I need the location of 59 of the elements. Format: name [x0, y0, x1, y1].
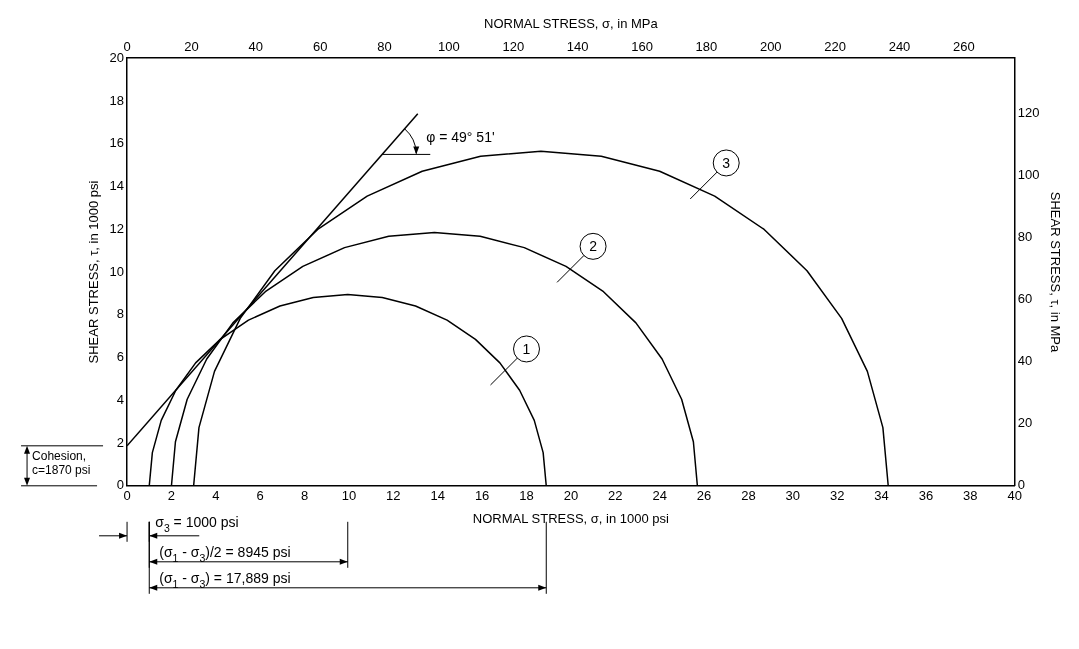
y-tick-label: 8: [116, 306, 125, 322]
y-tick-label: 10: [109, 263, 125, 279]
x-tick-label: 34: [874, 488, 889, 504]
annotation: 1: [522, 340, 531, 357]
x2-tick-label: 20: [184, 38, 199, 54]
y-axis-title: SHEAR STRESS, τ, in 1000 psi: [86, 180, 102, 364]
y2-tick-label: 120: [1017, 105, 1040, 121]
y2-tick-label: 60: [1017, 291, 1033, 307]
x-tick-label: 18: [519, 488, 534, 504]
y-tick-label: 2: [116, 434, 125, 450]
y2-tick-label: 100: [1017, 167, 1040, 183]
y-tick-label: 6: [116, 349, 125, 365]
x-tick-label: 8: [300, 488, 309, 504]
x-tick-label: 22: [608, 488, 623, 504]
y2-tick-label: 20: [1017, 415, 1033, 431]
x2-tick-label: 200: [759, 38, 782, 54]
x-tick-label: 12: [386, 488, 401, 504]
x-tick-label: 36: [918, 488, 934, 504]
x2-tick-label: 60: [312, 38, 328, 54]
x2-tick-label: 140: [566, 38, 589, 54]
text: Cohesion, c=1870 psi: [32, 448, 91, 477]
x2-tick-label: 220: [824, 38, 846, 54]
x-tick-label: 4: [212, 488, 220, 504]
x2-tick-label: 100: [438, 38, 460, 54]
x-tick-label: 26: [696, 488, 712, 504]
x2-tick-label: 240: [888, 38, 911, 54]
y-tick-label: 16: [109, 135, 125, 151]
y2-axis-title: SHEAR STRESS, τ, in MPa: [1047, 191, 1063, 353]
x-tick-label: 14: [430, 488, 445, 504]
x-tick-label: 10: [341, 488, 357, 504]
x-tick-label: 30: [785, 488, 801, 504]
x2-tick-label: 80: [377, 38, 392, 54]
annotation: φ = 49° 51': [426, 129, 495, 146]
x-tick-label: 6: [256, 488, 264, 504]
y-tick-label: 0: [116, 477, 125, 493]
x-tick-label: 2: [167, 488, 176, 504]
y2-tick-label: 40: [1017, 353, 1033, 369]
x2-tick-label: 260: [953, 38, 975, 54]
x-tick-label: 16: [474, 488, 490, 504]
y-tick-label: 20: [109, 49, 125, 65]
x2-tick-label: 160: [631, 38, 653, 54]
x-axis-title: NORMAL STRESS, σ, in 1000 psi: [472, 510, 670, 526]
x-tick-label: 38: [963, 488, 978, 504]
x2-tick-label: 180: [695, 38, 718, 54]
x-tick-label: 32: [829, 488, 845, 504]
x2-axis-title: NORMAL STRESS, σ, in MPa: [484, 16, 659, 32]
x2-tick-label: 40: [248, 38, 264, 54]
y-tick-label: 12: [109, 220, 125, 236]
y2-tick-label: 80: [1017, 229, 1033, 245]
y-tick-label: 14: [109, 178, 125, 194]
annotation: 2: [589, 238, 598, 255]
x-tick-label: 24: [652, 488, 667, 504]
x-tick-label: 20: [563, 488, 579, 504]
y-tick-label: 18: [109, 92, 125, 108]
x-tick-label: 40: [1007, 488, 1022, 504]
x2-tick-label: 120: [502, 38, 525, 54]
annotation: 3: [722, 154, 731, 171]
y-tick-label: 4: [116, 391, 125, 407]
x-tick-label: 28: [741, 488, 756, 504]
